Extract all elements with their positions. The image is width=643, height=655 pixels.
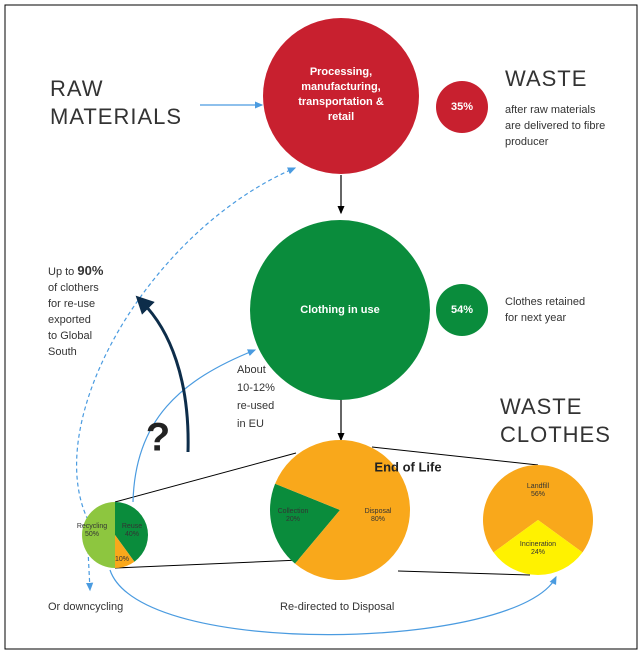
note: South [48, 346, 77, 358]
slice-value: 20% [286, 516, 300, 523]
highlight: 90% [77, 263, 103, 278]
note: are delivered to fibre [505, 120, 605, 132]
slice-value: 50% [85, 531, 99, 538]
circle [436, 284, 488, 336]
slice-label: Landfill [527, 483, 550, 490]
note: Clothes retained [505, 296, 585, 308]
note: About [237, 364, 266, 376]
footer: Re-directed to Disposal [280, 601, 394, 613]
circle [263, 18, 419, 174]
stat: 54% [451, 304, 473, 316]
question-mark: ? [146, 416, 170, 460]
slice-value: 10% [115, 556, 129, 563]
stat: 35% [451, 101, 473, 113]
connectors [114, 446, 539, 576]
arrow [132, 349, 257, 503]
label: Clothing in use [300, 304, 379, 316]
slice-value: 24% [531, 549, 545, 556]
note: producer [505, 136, 549, 148]
label: Processing, [310, 66, 372, 78]
footer: Or downcycling [48, 601, 123, 613]
note: for re-use [48, 298, 95, 310]
slice-label: Disposal [365, 508, 392, 515]
heading: WASTE [500, 394, 582, 419]
heading: WASTE [505, 66, 587, 91]
label: manufacturing, [301, 81, 380, 93]
circle [250, 220, 430, 400]
arrow [135, 295, 190, 453]
note: to Global [48, 330, 92, 342]
slice-label: Reuse [122, 523, 142, 530]
slice-value: 40% [125, 531, 139, 538]
slice-value: 80% [371, 516, 385, 523]
pie-slice [270, 483, 340, 564]
heading: RAW [50, 76, 104, 101]
circle [436, 81, 488, 133]
note: 10-12% [237, 382, 275, 394]
note: for next year [505, 312, 566, 324]
arrow [109, 569, 557, 636]
pie-slice [275, 440, 410, 580]
note: exported [48, 314, 91, 326]
note: Up to 90% [48, 263, 104, 278]
slice-label: Collection [278, 508, 309, 515]
heading: MATERIALS [50, 104, 182, 129]
pie-slice [493, 520, 583, 575]
slice-label: Incineration [520, 541, 556, 548]
slice-label: Recycling [77, 523, 107, 530]
label: retail [328, 111, 354, 123]
note: in EU [237, 418, 264, 430]
pie-slice [82, 502, 115, 568]
note: Up to [48, 266, 77, 278]
heading: CLOTHES [500, 422, 611, 447]
slice-value: 56% [531, 491, 545, 498]
label: transportation & [298, 96, 384, 108]
pie-slice [115, 502, 149, 562]
note: re-used [237, 400, 274, 412]
dashed-arrow [76, 167, 297, 521]
note: of clothers [48, 282, 99, 294]
note: after raw materials [505, 104, 596, 116]
label: End of Life [374, 459, 441, 474]
pie-slice [115, 535, 135, 568]
frame [4, 4, 638, 650]
pie-slice [483, 464, 593, 553]
